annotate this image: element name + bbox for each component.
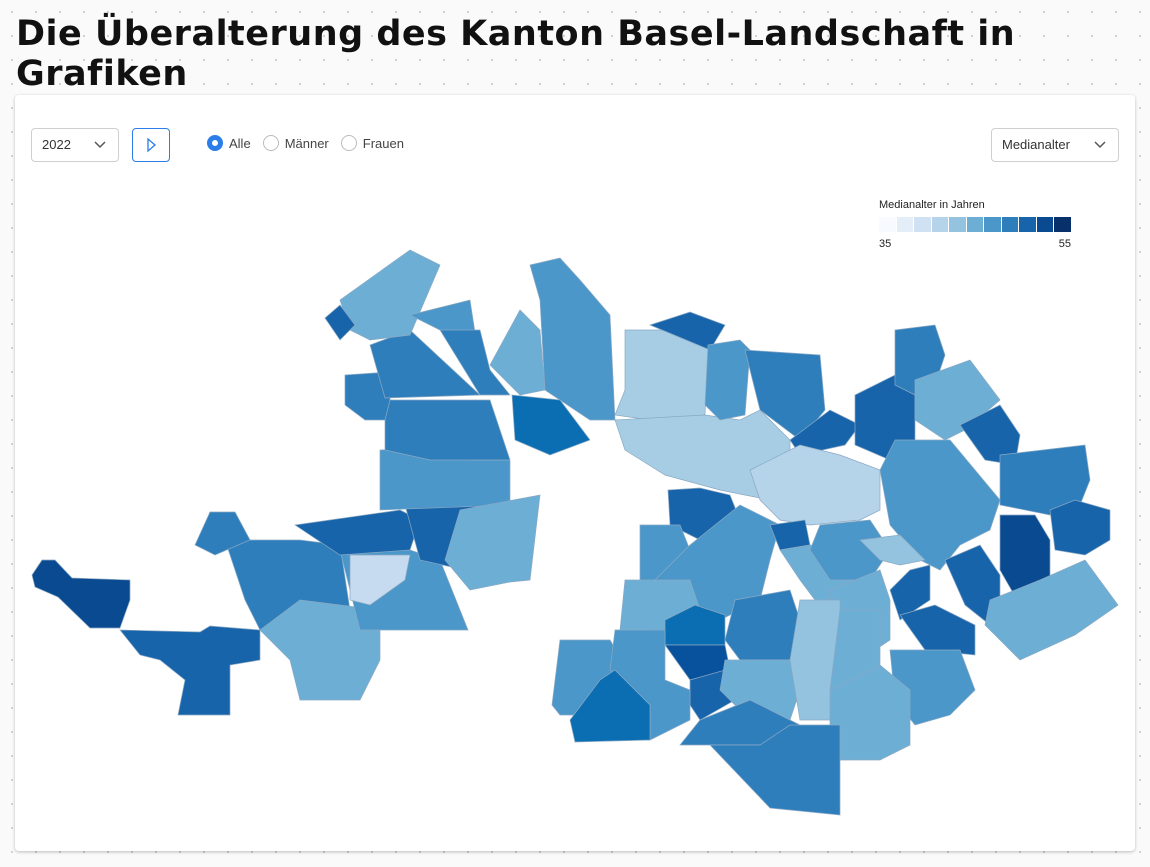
municipality[interactable] [31,559,131,629]
municipality[interactable] [384,399,511,461]
radio-dot [207,135,223,151]
radio-label: Männer [284,135,329,151]
municipality[interactable] [439,329,511,396]
municipality[interactable] [769,519,811,551]
municipality[interactable] [569,669,651,743]
play-icon [147,137,156,153]
year-value: 2022 [42,137,71,152]
municipality[interactable] [511,394,591,456]
legend-swatch [879,217,896,232]
legend-swatch [914,217,931,232]
gender-radio[interactable]: Alle [207,135,251,151]
legend-swatch [984,217,1001,232]
municipality[interactable] [749,444,881,526]
municipality[interactable] [704,339,751,421]
municipality[interactable] [349,554,411,606]
municipality[interactable] [259,599,381,701]
municipality[interactable] [194,511,251,556]
chevron [1094,141,1106,149]
year-select[interactable]: 2022 [31,128,119,162]
gender-radio[interactable]: Männer [262,135,329,151]
radio-dot [262,135,279,151]
municipality[interactable] [529,257,616,421]
municipality[interactable] [1049,499,1111,556]
metric-value: Medianalter [1002,137,1070,152]
legend: Medianalter in Jahren 35 55 [879,199,1072,250]
legend-swatch [1001,217,1019,232]
legend-min: 35 [879,238,892,250]
legend-swatch [949,217,966,232]
legend-swatch [966,217,984,232]
radio-dot [340,135,357,151]
page-title: Die Überalterung des Kanton Basel-Landsc… [16,14,1016,94]
gender-radio[interactable]: Frauen [340,135,404,151]
municipality[interactable] [444,494,541,591]
municipality[interactable] [889,564,931,621]
legend-swatch [896,217,914,232]
municipality[interactable] [119,625,261,716]
municipality[interactable] [709,724,841,816]
municipalities [31,249,1119,816]
municipality[interactable] [859,534,926,566]
legend-swatch [931,217,949,232]
municipality[interactable] [648,311,726,351]
play-button[interactable] [132,128,170,162]
legend-title: Medianalter in Jahren [879,199,985,211]
legend-max: 55 [1058,238,1071,250]
municipality[interactable] [959,404,1021,466]
legend-swatches [879,217,1072,232]
municipality[interactable] [339,249,441,341]
chevron [94,141,106,149]
municipality[interactable] [724,589,801,661]
legend-swatch [1054,217,1072,232]
gender-radios: Alle Männer Frauen [207,135,404,151]
municipality[interactable] [984,559,1119,661]
municipality[interactable] [489,309,546,396]
municipality[interactable] [324,304,356,341]
municipality[interactable] [899,604,976,656]
metric-select[interactable]: Medianalter [991,128,1119,162]
legend-swatch [1019,217,1036,232]
radio-label: Alle [229,135,251,151]
radio-label: Frauen [362,135,404,151]
legend-swatch [1036,217,1054,232]
